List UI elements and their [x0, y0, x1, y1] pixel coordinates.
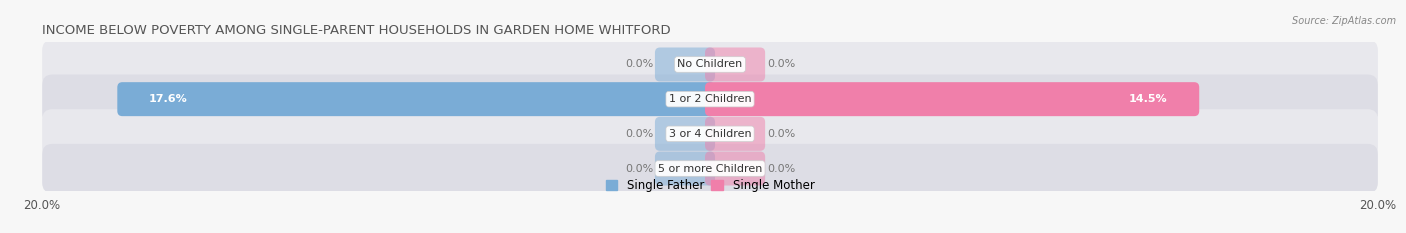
Text: No Children: No Children [678, 59, 742, 69]
Text: 0.0%: 0.0% [626, 129, 654, 139]
Text: 0.0%: 0.0% [766, 164, 794, 174]
Text: 5 or more Children: 5 or more Children [658, 164, 762, 174]
Text: INCOME BELOW POVERTY AMONG SINGLE-PARENT HOUSEHOLDS IN GARDEN HOME WHITFORD: INCOME BELOW POVERTY AMONG SINGLE-PARENT… [42, 24, 671, 37]
Text: 0.0%: 0.0% [766, 59, 794, 69]
Text: 0.0%: 0.0% [626, 59, 654, 69]
FancyBboxPatch shape [42, 109, 1378, 158]
FancyBboxPatch shape [42, 75, 1378, 124]
FancyBboxPatch shape [655, 48, 716, 82]
FancyBboxPatch shape [42, 144, 1378, 193]
FancyBboxPatch shape [655, 151, 716, 185]
Text: 1 or 2 Children: 1 or 2 Children [669, 94, 751, 104]
Text: 17.6%: 17.6% [149, 94, 188, 104]
FancyBboxPatch shape [42, 40, 1378, 89]
FancyBboxPatch shape [655, 117, 716, 151]
Text: 0.0%: 0.0% [626, 164, 654, 174]
FancyBboxPatch shape [117, 82, 716, 116]
Text: 3 or 4 Children: 3 or 4 Children [669, 129, 751, 139]
FancyBboxPatch shape [704, 48, 765, 82]
Text: 14.5%: 14.5% [1129, 94, 1167, 104]
Legend: Single Father, Single Mother: Single Father, Single Mother [600, 175, 820, 197]
FancyBboxPatch shape [704, 151, 765, 185]
FancyBboxPatch shape [704, 82, 1199, 116]
FancyBboxPatch shape [704, 117, 765, 151]
Text: Source: ZipAtlas.com: Source: ZipAtlas.com [1292, 16, 1396, 26]
Text: 0.0%: 0.0% [766, 129, 794, 139]
